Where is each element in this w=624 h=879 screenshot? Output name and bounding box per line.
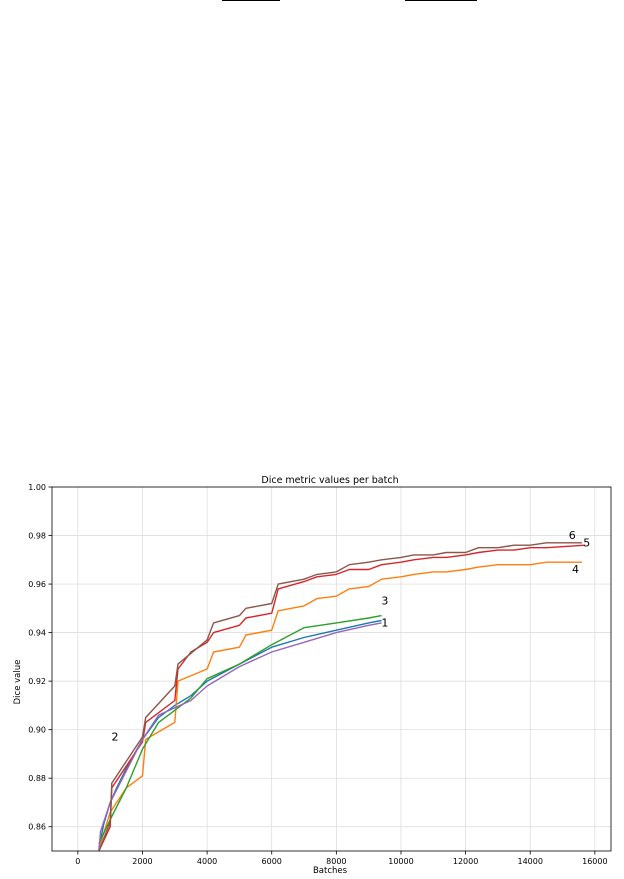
- series-lines: [98, 542, 586, 852]
- annotations: 1 2 3 4 56: [112, 529, 591, 743]
- dice-line-chart: 0 2000 4000 6000 8000 10000 12000 14000 16000 0.8…: [13, 475, 612, 876]
- y-tick-label: 0.92: [28, 677, 46, 686]
- series-line-2: [98, 561, 582, 849]
- x-axis-label: Batches: [313, 866, 348, 876]
- series-label-5: 5: [583, 536, 590, 549]
- series-line-4: [98, 544, 586, 852]
- y-tick-label: 0.94: [28, 629, 46, 638]
- series-line-5: [98, 622, 382, 852]
- series-label-2: 2: [112, 731, 119, 744]
- x-tick-label: 0: [75, 857, 80, 866]
- series-label-3: 3: [381, 595, 388, 608]
- chart-title: Dice metric values per batch: [261, 475, 398, 486]
- series-line-1: [98, 619, 382, 849]
- y-tick-label: 0.88: [28, 774, 46, 783]
- plot-frame: [51, 486, 612, 852]
- y-tick-label: 0.90: [28, 726, 46, 735]
- series-line-3: [98, 614, 382, 844]
- top-rule-right: [405, 0, 477, 4]
- y-axis-label: Dice value: [13, 660, 23, 705]
- x-tick-label: 16000: [582, 857, 607, 866]
- x-tick-label: 4000: [197, 857, 217, 866]
- axis-ticks: 0 2000 4000 6000 8000 10000 12000 14000 16000 0.8…: [28, 483, 607, 866]
- x-tick-label: 12000: [453, 857, 478, 866]
- series-line-6: [98, 542, 582, 852]
- y-tick-label: 0.86: [28, 823, 46, 832]
- series-label-4: 4: [572, 563, 579, 576]
- x-tick-label: 14000: [517, 857, 542, 866]
- grid: [52, 486, 611, 851]
- y-tick-label: 0.96: [28, 580, 46, 589]
- x-tick-label: 8000: [326, 857, 346, 866]
- x-tick-label: 10000: [388, 857, 413, 866]
- y-tick-label: 1.00: [28, 483, 46, 492]
- x-tick-label: 6000: [262, 857, 282, 866]
- y-tick-label: 0.98: [28, 532, 46, 541]
- top-rule-left: [222, 0, 280, 4]
- series-label-6: 6: [569, 529, 576, 542]
- x-tick-label: 2000: [132, 857, 152, 866]
- series-label-1: 1: [381, 617, 388, 630]
